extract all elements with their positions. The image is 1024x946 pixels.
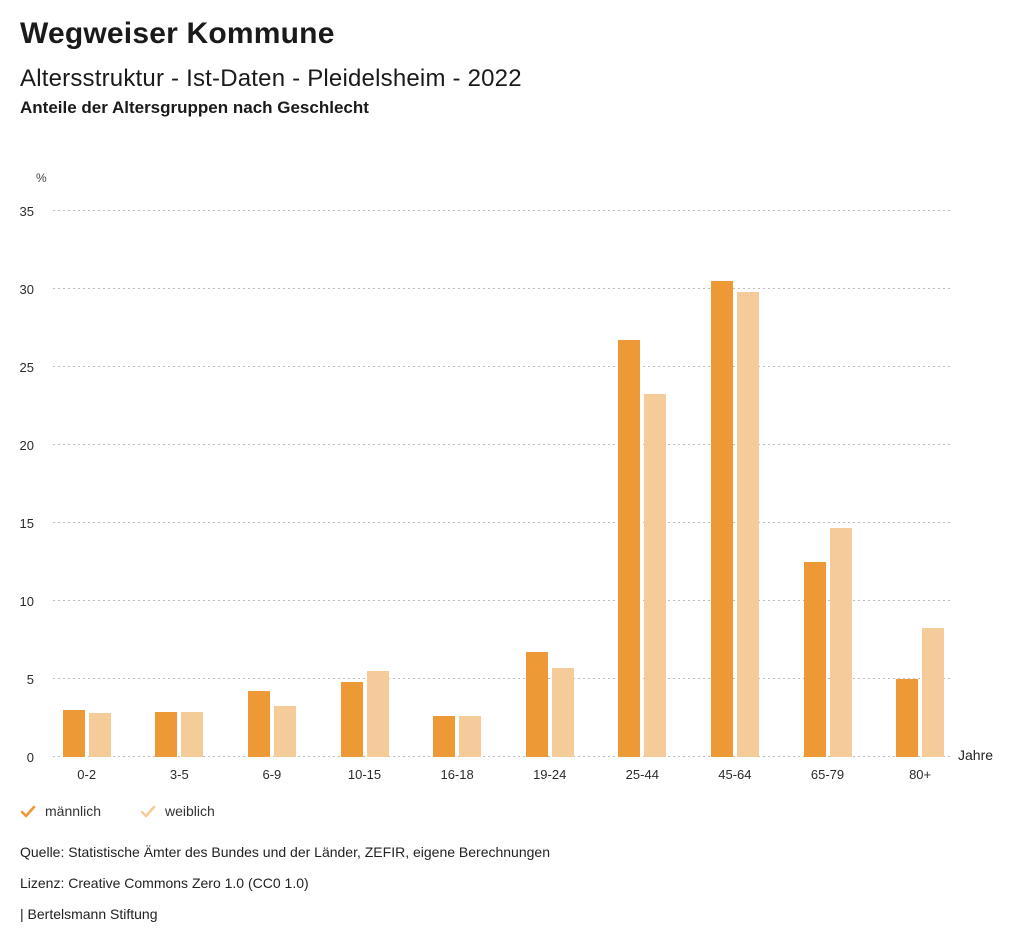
x-tick-label-10-15: 10-15: [347, 767, 382, 782]
y-tick-label: 25: [19, 359, 34, 375]
check-icon: [20, 805, 36, 817]
gridline: [53, 756, 952, 757]
bar-weiblich-25-44[interactable]: [644, 393, 667, 757]
legend-label: männlich: [45, 803, 102, 819]
gridline: [53, 210, 952, 211]
gridline: [53, 444, 952, 445]
bar-männlich-10-15[interactable]: [340, 682, 363, 757]
legend-item-weiblich[interactable]: weiblich: [140, 803, 260, 819]
bar-weiblich-3-5[interactable]: [181, 711, 204, 757]
bar-weiblich-80+[interactable]: [922, 627, 945, 757]
bar-männlich-3-5[interactable]: [155, 711, 178, 757]
bar-weiblich-16-18[interactable]: [459, 716, 482, 757]
y-tick-label: 10: [19, 593, 34, 609]
plot-area: 0-2 3-5 6-9 10-15 16-18 19-24 25-44 45-64 65-79 8…: [53, 210, 952, 782]
x-tick-label-16-18: 16-18: [440, 767, 474, 782]
page-title: Wegweiser Kommune: [20, 17, 335, 50]
bar-weiblich-65-79[interactable]: [829, 527, 852, 757]
gridline: [53, 366, 952, 367]
legend-label: weiblich: [165, 803, 215, 819]
bar-weiblich-6-9[interactable]: [273, 705, 296, 757]
bar-weiblich-0-2[interactable]: [88, 713, 111, 757]
x-tick-label-65-79: 65-79: [810, 767, 845, 782]
y-tick-label: 15: [19, 515, 34, 531]
chart-subtitle: Altersstruktur - Ist-Daten - Pleidelshei…: [20, 65, 522, 92]
gridline: [53, 288, 952, 289]
x-tick-label-19-24: 19-24: [533, 767, 567, 782]
x-axis-unit-label: Jahre: [958, 747, 994, 763]
legend-item-männlich[interactable]: männlich: [20, 803, 140, 819]
bar-weiblich-19-24[interactable]: [551, 668, 574, 757]
x-tick-label-80+: 80+: [909, 767, 932, 782]
x-tick-label-6-9: 6-9: [262, 767, 282, 782]
bar-männlich-25-44[interactable]: [618, 340, 641, 757]
legend: männlich weiblich: [20, 803, 260, 819]
gridline: [53, 678, 952, 679]
y-axis-unit-label: %: [36, 171, 47, 185]
y-tick-label: 30: [19, 281, 34, 297]
bar-männlich-80+[interactable]: [896, 679, 919, 757]
y-tick-label: 20: [19, 437, 34, 453]
bar-männlich-45-64[interactable]: [710, 281, 733, 757]
x-tick-label-3-5: 3-5: [169, 767, 189, 782]
gridline: [53, 600, 952, 601]
bar-männlich-16-18[interactable]: [433, 716, 456, 757]
y-tick-label: 5: [26, 671, 34, 687]
y-tick-label: 35: [19, 203, 34, 219]
x-tick-label-25-44: 25-44: [625, 767, 659, 782]
y-tick-label: 0: [26, 749, 34, 765]
gridline: [53, 522, 952, 523]
bar-männlich-65-79[interactable]: [803, 562, 826, 757]
bar-männlich-0-2[interactable]: [62, 710, 85, 757]
chart-heading: Anteile der Altersgruppen nach Geschlech…: [20, 98, 369, 117]
bar-männlich-6-9[interactable]: [247, 691, 270, 757]
check-icon: [140, 805, 156, 817]
source-text: Quelle: Statistische Ämter des Bundes un…: [20, 844, 550, 860]
attribution-text: | Bertelsmann Stiftung: [20, 906, 158, 922]
license-text: Lizenz: Creative Commons Zero 1.0 (CC0 1…: [20, 875, 309, 891]
bar-weiblich-45-64[interactable]: [736, 292, 759, 757]
x-tick-label-45-64: 45-64: [718, 767, 752, 782]
x-tick-label-0-2: 0-2: [77, 767, 97, 782]
bar-männlich-19-24[interactable]: [525, 652, 548, 757]
bar-weiblich-10-15[interactable]: [366, 671, 389, 757]
